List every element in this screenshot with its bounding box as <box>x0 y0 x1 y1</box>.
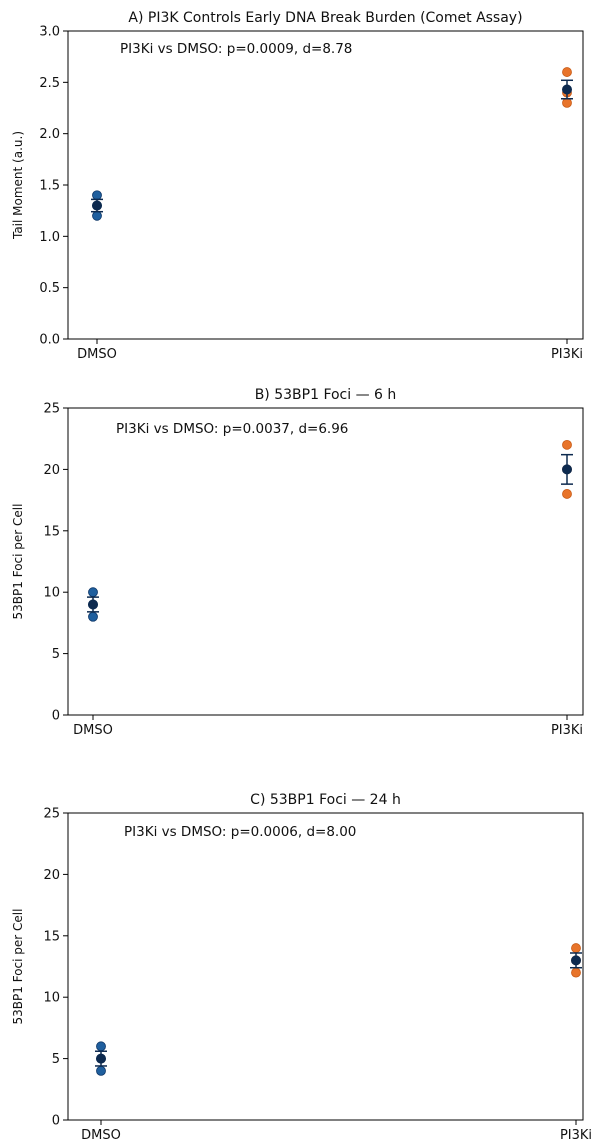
y-tick-label: 15 <box>43 929 60 944</box>
y-tick-label: 1.0 <box>39 230 60 245</box>
mean-marker-pi3ki <box>562 464 572 475</box>
data-point-dmso <box>92 190 102 201</box>
mean-marker-dmso <box>92 200 102 211</box>
stats-annotation: PI3Ki vs DMSO: p=0.0006, d=8.00 <box>124 824 356 840</box>
chart-panel-1: A) PI3K Controls Early DNA Break Burden … <box>11 10 584 362</box>
y-tick-label: 0.5 <box>39 281 60 296</box>
y-tick-label: 5 <box>52 1052 60 1067</box>
data-point-pi3ki <box>571 943 581 953</box>
chart-title: B) 53BP1 Foci — 6 h <box>255 387 397 403</box>
plot-frame <box>67 407 584 716</box>
mean-marker-pi3ki <box>562 84 572 95</box>
chart-panel-2: B) 53BP1 Foci — 6 h 0 5 10 15 20 25 DMSO PI3Ki 53… <box>11 387 584 738</box>
data-point-dmso <box>96 1065 106 1076</box>
stats-annotation: PI3Ki vs DMSO: p=0.0009, d=8.78 <box>120 41 352 57</box>
y-tick-label: 2.0 <box>39 127 60 142</box>
y-tick-label: 0 <box>52 709 60 724</box>
chart-title: A) PI3K Controls Early DNA Break Burden … <box>128 10 522 26</box>
x-tick-label-pi3ki: PI3Ki <box>551 723 583 738</box>
data-point-dmso <box>88 611 98 622</box>
x-tick-label-dmso: DMSO <box>73 723 113 738</box>
y-tick-label: 0 <box>52 1114 60 1129</box>
mean-marker-dmso <box>88 599 98 610</box>
y-axis-label: Tail Moment (a.u.) <box>11 131 25 240</box>
data-point-pi3ki <box>562 489 572 499</box>
data-point-dmso <box>96 1041 106 1052</box>
y-tick-label: 5 <box>52 647 60 662</box>
y-tick-label: 20 <box>43 868 60 883</box>
x-tick-label-pi3ki: PI3Ki <box>551 347 583 362</box>
data-point-dmso <box>88 587 98 598</box>
data-point-dmso <box>92 210 102 221</box>
mean-marker-dmso <box>96 1053 106 1064</box>
x-tick-label-dmso: DMSO <box>81 1128 121 1140</box>
data-point-pi3ki <box>562 67 572 77</box>
y-tick-label: 25 <box>43 807 60 822</box>
plot-frame <box>67 812 584 1121</box>
data-point-pi3ki <box>562 439 572 450</box>
y-tick-label: 25 <box>43 402 60 417</box>
chart-panel-3: C) 53BP1 Foci — 24 h 0 5 10 15 20 25 DMSO PI3Ki 5… <box>11 792 592 1140</box>
y-axis-label: 53BP1 Foci per Cell <box>11 909 25 1025</box>
data-point-pi3ki <box>562 97 572 108</box>
plot-frame <box>67 30 584 340</box>
y-tick-label: 15 <box>43 524 60 539</box>
y-tick-label: 3.0 <box>39 25 60 40</box>
y-tick-label: 0.0 <box>39 333 60 348</box>
y-tick-label: 1.5 <box>39 179 60 194</box>
mean-marker-pi3ki <box>571 955 581 966</box>
x-tick-label-dmso: DMSO <box>77 347 117 362</box>
y-tick-label: 10 <box>43 586 60 601</box>
stats-annotation: PI3Ki vs DMSO: p=0.0037, d=6.96 <box>116 421 348 437</box>
y-tick-label: 20 <box>43 463 60 478</box>
y-tick-label: 2.5 <box>39 76 60 91</box>
y-axis-label: 53BP1 Foci per Cell <box>11 504 25 620</box>
y-tick-label: 10 <box>43 991 60 1006</box>
data-point-pi3ki <box>571 967 581 978</box>
chart-title: C) 53BP1 Foci — 24 h <box>250 792 401 808</box>
x-tick-label-pi3ki: PI3Ki <box>560 1128 592 1140</box>
